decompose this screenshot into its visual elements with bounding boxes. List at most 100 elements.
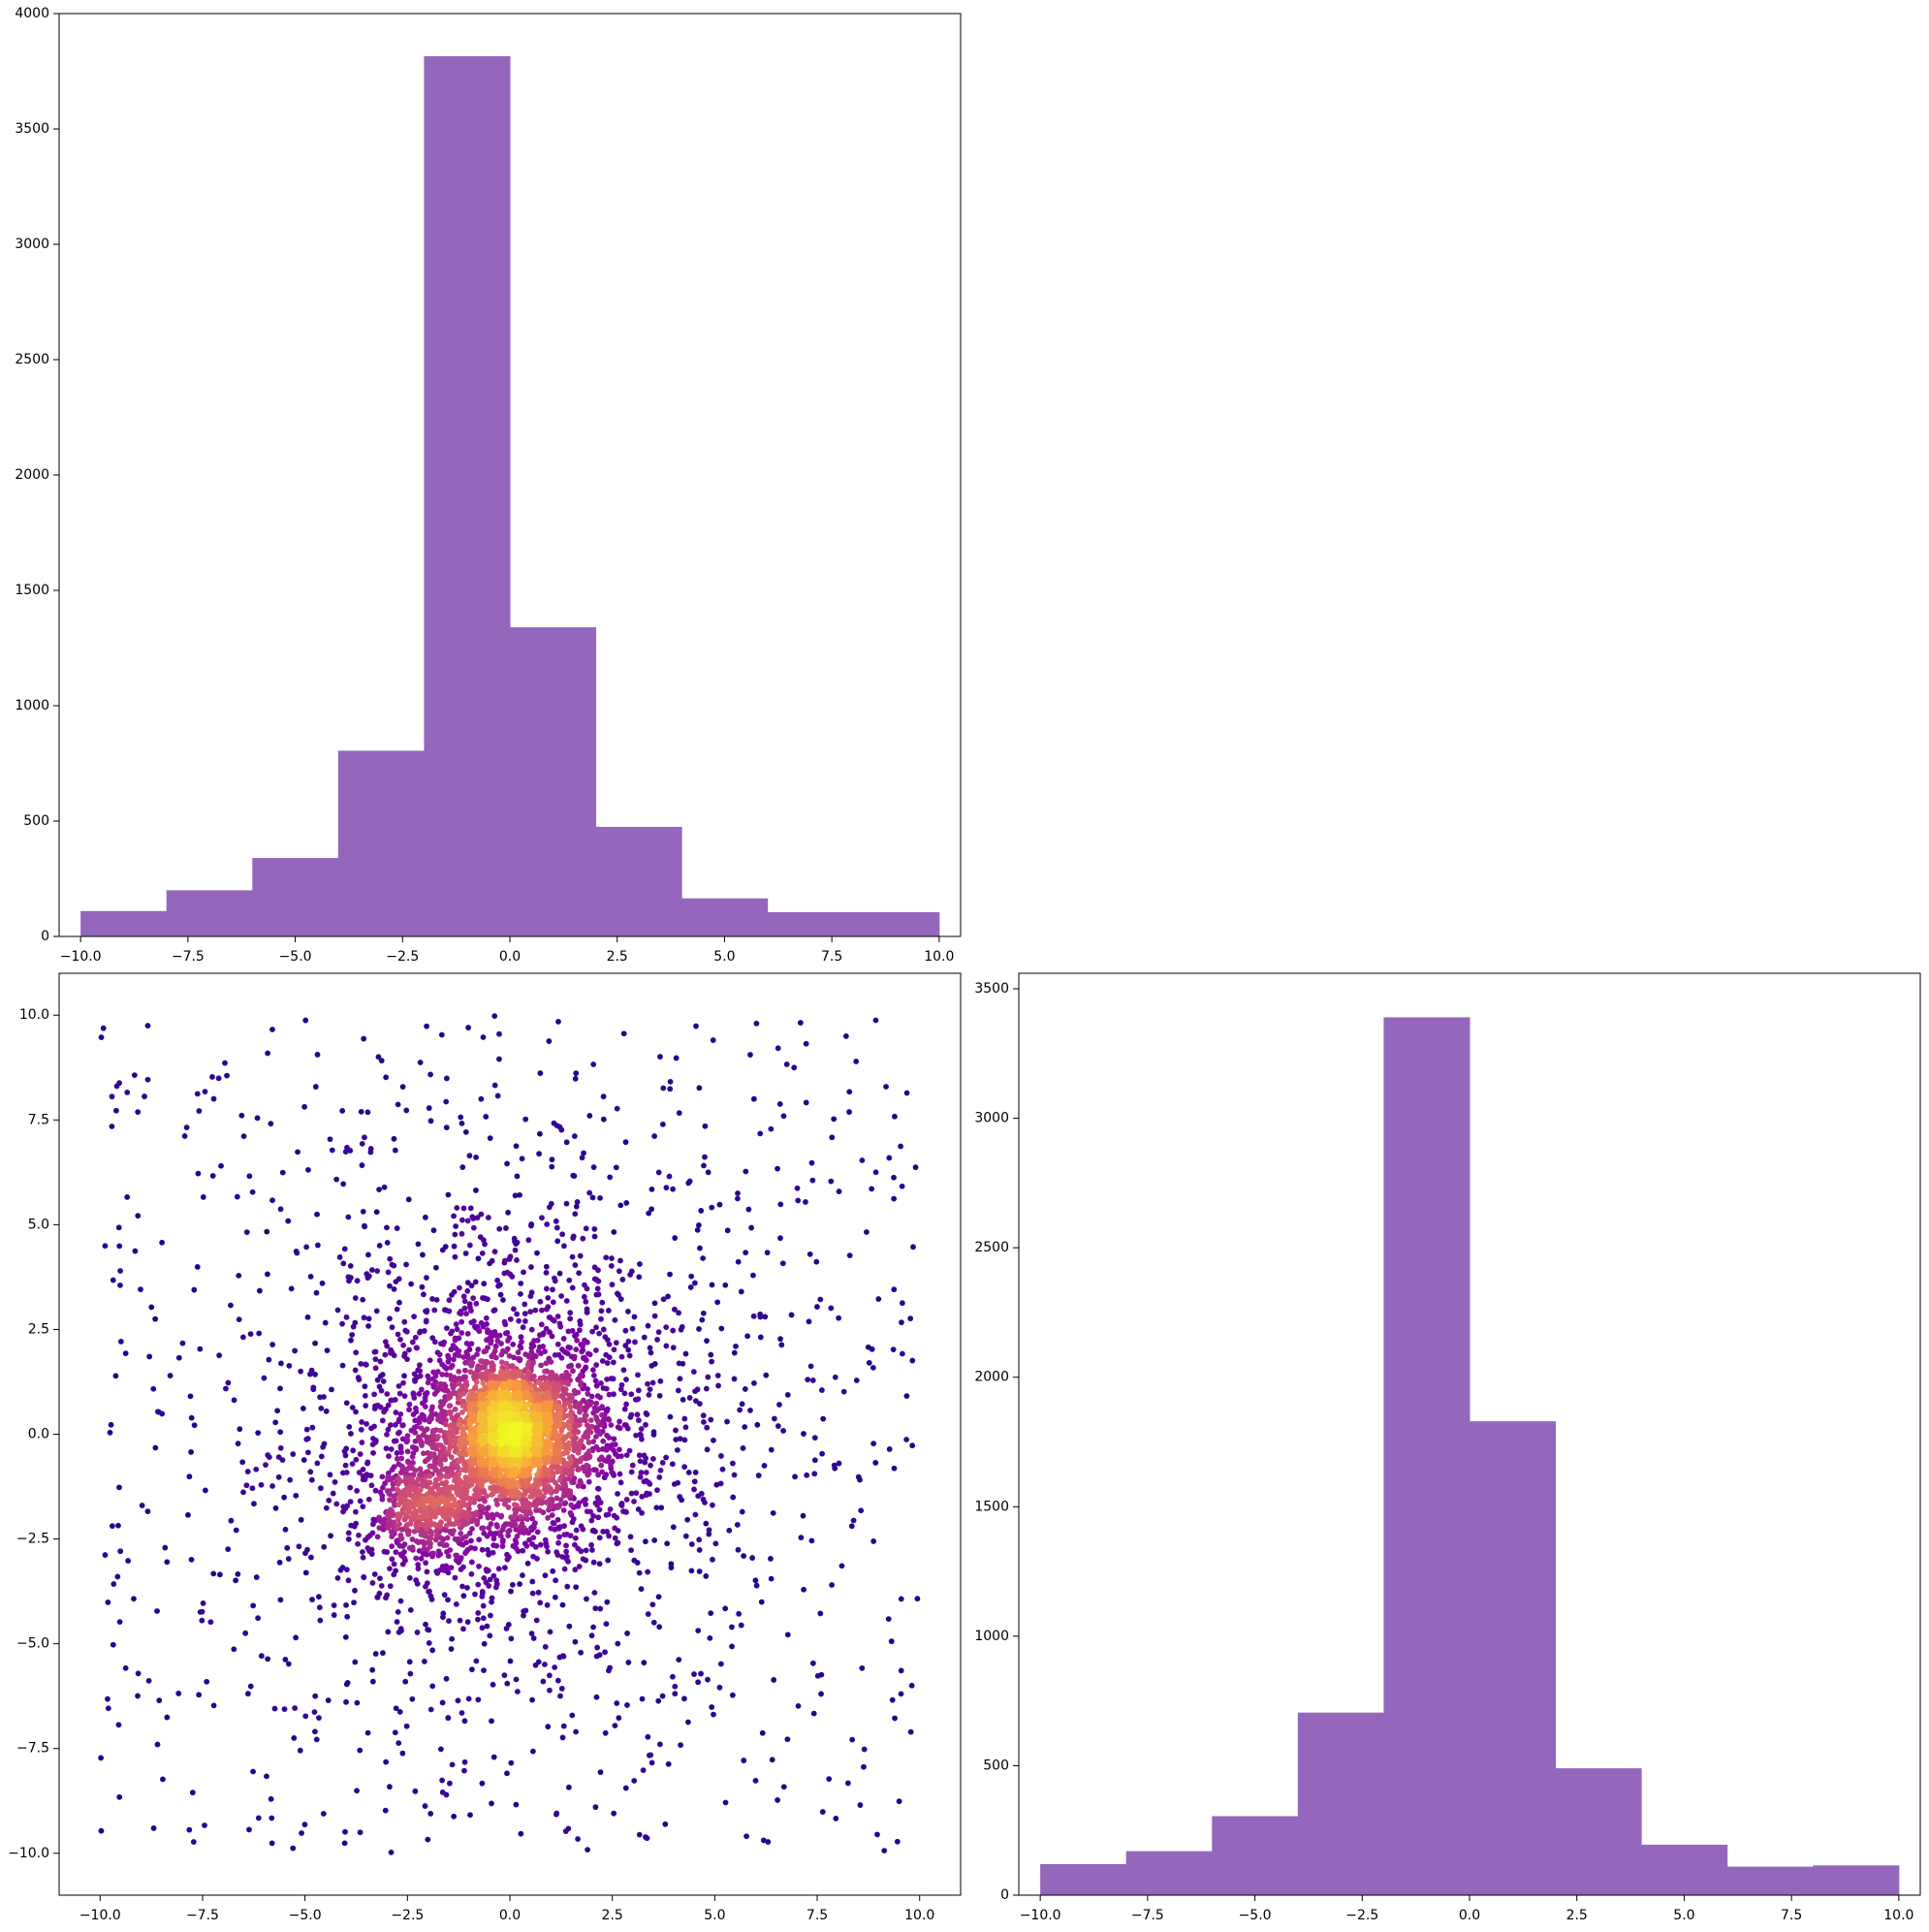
scatter-point <box>217 1571 223 1577</box>
scatter-point <box>396 1502 402 1507</box>
scatter-point <box>543 1572 549 1578</box>
scatter-point <box>162 1545 168 1551</box>
scatter-point <box>573 1435 579 1441</box>
scatter-point <box>399 1423 405 1429</box>
scatter-point <box>199 1618 205 1624</box>
scatter-point <box>535 1472 541 1477</box>
scatter-point <box>269 1796 274 1802</box>
scatter-point <box>188 1449 194 1455</box>
scatter-point <box>696 1085 702 1091</box>
scatter-point <box>513 1248 519 1253</box>
scatter-point <box>343 1445 349 1451</box>
scatter-point <box>426 1379 431 1385</box>
scatter-point <box>385 1477 391 1483</box>
scatter-point <box>138 1286 143 1292</box>
scatter-point <box>436 1501 442 1506</box>
scatter-point <box>413 1445 419 1451</box>
scatter-point <box>586 1190 592 1196</box>
scatter-point <box>343 1634 349 1640</box>
scatter-point <box>395 1524 400 1530</box>
scatter-point <box>516 1349 522 1355</box>
scatter-point <box>372 1356 378 1362</box>
scatter-point <box>683 1424 689 1430</box>
tl-hist-bar <box>167 890 253 936</box>
scatter-point <box>380 1418 386 1424</box>
scatter-point <box>419 1496 425 1502</box>
scatter-point <box>736 1611 742 1617</box>
scatter-point <box>267 1454 272 1460</box>
scatter-point <box>403 1108 409 1114</box>
scatter-point <box>612 1526 617 1532</box>
scatter-point <box>651 1620 657 1626</box>
scatter-point <box>697 1401 703 1407</box>
scatter-point <box>456 1472 461 1477</box>
scatter-point <box>505 1338 511 1344</box>
scatter-point <box>550 1568 555 1574</box>
scatter-point <box>505 1533 511 1538</box>
scatter-point <box>305 1314 311 1320</box>
scatter-point <box>525 1460 531 1466</box>
scatter-point <box>490 1682 496 1688</box>
scatter-point <box>420 1401 426 1407</box>
scatter-point <box>420 1252 426 1258</box>
scatter-point <box>481 1667 487 1673</box>
scatter-point <box>650 1380 656 1386</box>
scatter-point <box>678 1436 683 1441</box>
scatter-point <box>432 1522 438 1528</box>
scatter-point <box>817 1611 823 1617</box>
scatter-point <box>561 1523 567 1529</box>
scatter-point <box>475 1491 481 1497</box>
scatter-point <box>592 1467 598 1473</box>
scatter-point <box>483 1114 489 1120</box>
scatter-point <box>729 1625 735 1631</box>
scatter-point <box>389 1543 395 1549</box>
scatter-point <box>557 1655 563 1661</box>
scatter-point <box>631 1499 637 1504</box>
tl-hist-xtick-label: 0.0 <box>499 949 521 965</box>
scatter-point <box>435 1434 441 1440</box>
scatter-point <box>447 1547 453 1553</box>
scatter-point <box>467 1421 473 1427</box>
scatter-point <box>619 1277 625 1283</box>
scatter-point <box>658 1468 664 1473</box>
scatter-point <box>406 1196 412 1202</box>
scatter-point <box>516 1373 522 1378</box>
scatter-point <box>464 1503 470 1508</box>
scatter-point <box>657 1378 663 1384</box>
scatter-point <box>417 1330 423 1336</box>
scatter-point <box>688 1568 694 1573</box>
scatter-point <box>425 1569 430 1575</box>
scatter-point <box>480 1547 486 1553</box>
scatter-point <box>483 1348 489 1354</box>
scatter-point <box>479 1504 485 1510</box>
scatter-point <box>536 1348 542 1354</box>
scatter-point <box>675 1447 680 1453</box>
scatter-point <box>545 1515 551 1521</box>
scatter-point <box>418 1374 424 1379</box>
scatter-point <box>615 1106 620 1112</box>
scatter-point <box>687 1395 693 1401</box>
scatter-point <box>777 1336 783 1342</box>
scatter-point <box>427 1357 433 1363</box>
scatter-point <box>565 1328 571 1334</box>
scatter-point <box>314 1290 320 1296</box>
scatter-point <box>575 1199 581 1205</box>
scatter-point <box>514 1312 520 1317</box>
scatter-point <box>428 1416 434 1422</box>
scatter-point <box>519 1523 524 1529</box>
scatter-point <box>874 1832 880 1838</box>
scatter-point <box>819 1387 825 1393</box>
scatter-point <box>377 1243 383 1249</box>
scatter-point <box>343 1453 349 1459</box>
scatter-point <box>438 1404 444 1409</box>
scatter-point <box>607 1354 613 1360</box>
scatter-point <box>803 1199 808 1205</box>
scatter-point <box>530 1535 536 1540</box>
scatter-point <box>660 1460 666 1466</box>
scatter-point <box>285 1219 291 1224</box>
scatter-point <box>225 1380 231 1386</box>
scatter-point <box>395 1619 400 1625</box>
scatter-point <box>423 1622 428 1628</box>
scatter-point <box>459 1231 465 1237</box>
scatter-point <box>740 1509 745 1515</box>
